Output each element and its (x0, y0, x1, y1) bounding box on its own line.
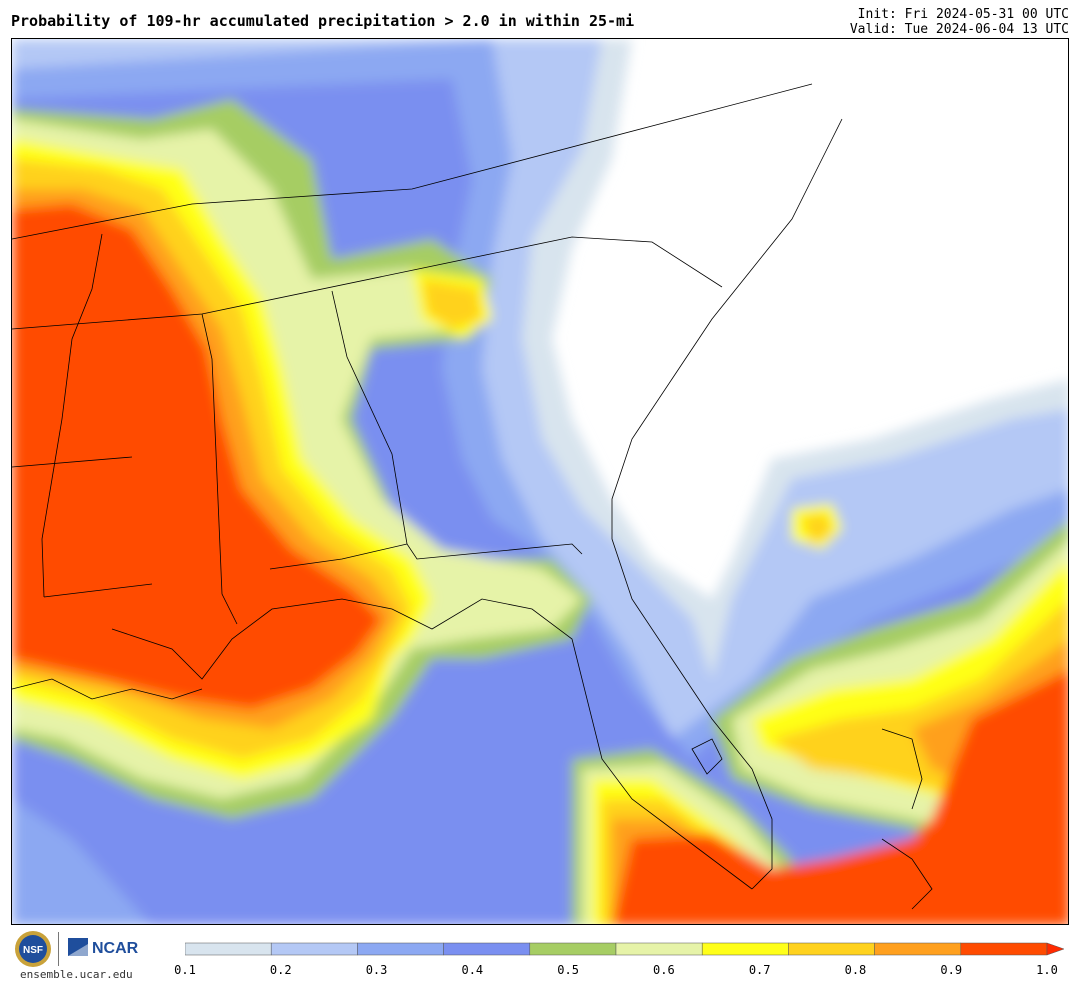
colorbar-tick-label: 0.3 (365, 963, 388, 977)
colorbar (185, 942, 1065, 956)
colorbar-segment (529, 942, 617, 956)
colorbar-overflow-arrow (1046, 942, 1065, 956)
probability-map (11, 38, 1069, 925)
init-time: Init: Fri 2024-05-31 00 UTC (857, 7, 1069, 22)
colorbar-segment (874, 942, 962, 956)
run-info: Init: Fri 2024-05-31 00 UTC Valid: Tue 2… (850, 7, 1069, 37)
colorbar-tick-label: 0.6 (653, 963, 675, 977)
map-canvas (12, 39, 1068, 924)
logo-divider (58, 932, 59, 966)
colorbar-segment (615, 942, 703, 956)
colorbar-tick-label: 0.7 (748, 963, 771, 977)
colorbar-tick-label: 0.8 (844, 963, 867, 977)
colorbar-tick-label: 0.5 (557, 963, 579, 977)
colorbar-segment (701, 942, 789, 956)
map-title: Probability of 109-hr accumulated precip… (11, 12, 635, 30)
colorbar-segment (788, 942, 875, 956)
colorbar-tick-label: 0.9 (940, 963, 963, 977)
colorbar-tick-label: 0.2 (269, 963, 292, 977)
colorbar-tick-label: 0.4 (461, 963, 484, 977)
nsf-logo: NSF (15, 931, 51, 967)
colorbar-tick-label: 0.1 (174, 963, 196, 977)
colorbar-tick-label: 1.0 (1036, 963, 1058, 977)
colorbar-segment (960, 942, 1048, 956)
site-url: ensemble.ucar.edu (20, 968, 133, 981)
ncar-logo-text: NCAR (92, 940, 139, 957)
colorbar-segment (270, 942, 358, 956)
ncar-logo: NCAR (68, 938, 139, 957)
valid-time: Valid: Tue 2024-06-04 13 UTC (849, 22, 1069, 37)
colorbar-segment (357, 942, 444, 956)
colorbar-segment (185, 942, 272, 956)
nsf-logo-text: NSF (23, 945, 43, 956)
colorbar-segment (443, 942, 531, 956)
